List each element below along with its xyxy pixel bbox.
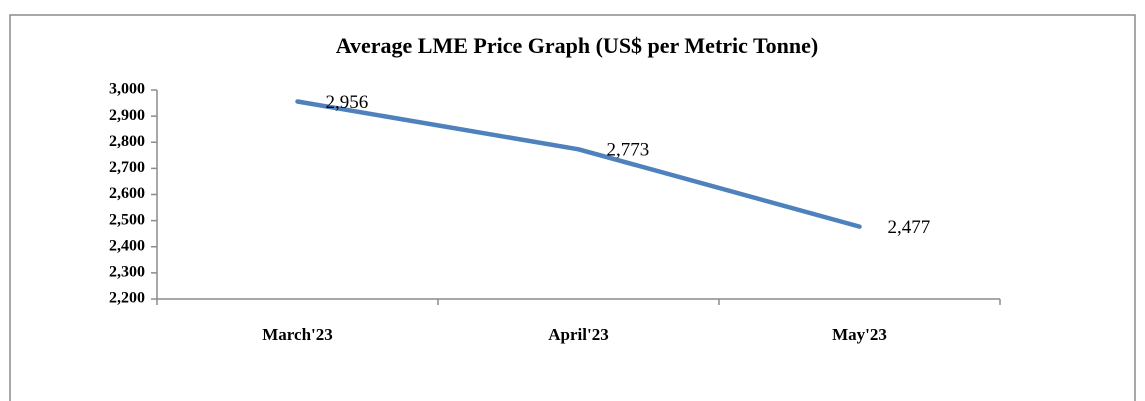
y-tick-label: 2,900 bbox=[109, 107, 145, 124]
y-tick-label: 2,200 bbox=[109, 290, 145, 307]
y-tick-label: 2,300 bbox=[109, 264, 145, 281]
y-tick-label: 3,000 bbox=[109, 81, 145, 98]
data-label: 2,956 bbox=[326, 92, 369, 113]
data-label: 2,773 bbox=[607, 140, 650, 161]
x-tick-label: April'23 bbox=[548, 325, 608, 344]
line-series bbox=[295, 99, 862, 229]
y-tick-label: 2,600 bbox=[109, 185, 145, 202]
frame bbox=[9, 14, 1136, 401]
y-tick-label: 2,800 bbox=[109, 133, 145, 150]
data-label: 2,477 bbox=[888, 217, 931, 238]
chart-title: Average LME Price Graph (US$ per Metric … bbox=[336, 33, 819, 58]
x-tick-label: May'23 bbox=[832, 325, 887, 344]
y-tick-label: 2,700 bbox=[109, 159, 145, 176]
y-tick-label: 2,400 bbox=[109, 237, 145, 254]
x-tick-label: March'23 bbox=[262, 325, 333, 344]
y-tick-label: 2,500 bbox=[109, 211, 145, 228]
